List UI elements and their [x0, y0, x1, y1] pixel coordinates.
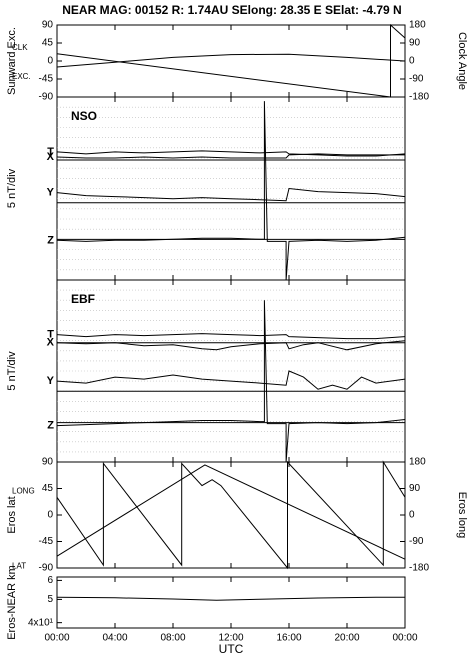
- y-axis-label: Eros lat: [6, 496, 18, 533]
- y2-tick-label: 90: [409, 38, 421, 49]
- series-line: [56, 333, 406, 340]
- series-label: X: [47, 151, 55, 163]
- y-tick-label: -90: [39, 563, 54, 574]
- y-axis-label: Sunward Exc.: [6, 27, 18, 95]
- series-label: Z: [47, 234, 54, 246]
- chart-title: NEAR MAG: 00152 R: 1.74AU SElong: 28.35 …: [62, 3, 401, 17]
- x-tick-label: 04:00: [102, 633, 127, 644]
- series-line: [56, 370, 406, 390]
- y-tick-label: 0: [47, 510, 53, 521]
- series-line: [56, 150, 406, 157]
- series-label: Z: [47, 420, 54, 432]
- x-axis-label: UTC: [219, 642, 244, 656]
- y2-tick-label: 0: [409, 56, 415, 67]
- y2-tick-label: 180: [409, 20, 426, 31]
- y-tick-label: -45: [39, 74, 54, 85]
- y-tick-label: 45: [42, 38, 54, 49]
- series-line: [56, 187, 406, 202]
- series-line: [56, 101, 406, 281]
- series-line: [56, 53, 406, 68]
- x-tick-label: 00:00: [392, 633, 417, 644]
- panel-title: NSO: [71, 109, 97, 123]
- y-tick-label: 5: [47, 594, 53, 605]
- y2-tick-label: -180: [409, 563, 429, 574]
- y2-tick-label: -90: [409, 536, 424, 547]
- x-tick-label: 20:00: [334, 633, 359, 644]
- y-tick-label: 45: [42, 483, 54, 494]
- panel-title: EBF: [71, 292, 95, 306]
- y2-tick-label: -180: [409, 92, 429, 103]
- series-line: [56, 23, 406, 98]
- y2-axis-label: Eros long: [456, 492, 468, 538]
- y-tick-label: -90: [39, 92, 54, 103]
- series-label: CLK: [12, 43, 28, 52]
- y-tick-label: 6: [47, 575, 53, 586]
- series-line: [56, 153, 405, 159]
- series-line: [56, 596, 405, 601]
- series-label: LAT: [12, 561, 26, 570]
- series-label: T: [47, 329, 54, 341]
- y-tick-label: 4x10¹: [28, 617, 54, 628]
- y2-tick-label: 0: [409, 510, 415, 521]
- series-label: Y: [47, 186, 55, 198]
- x-tick-label: 12:00: [218, 633, 243, 644]
- x-tick-label: 00:00: [44, 633, 69, 644]
- y-axis-label: 5 nT/div: [6, 351, 18, 391]
- y-tick-label: 0: [47, 56, 53, 67]
- series-line: [56, 460, 406, 570]
- y2-tick-label: -90: [409, 74, 424, 85]
- series-line: [56, 300, 406, 463]
- panel-frame: [56, 576, 406, 629]
- y2-axis-label: Clock Angle: [456, 32, 468, 90]
- x-tick-label: 16:00: [276, 633, 301, 644]
- series-label: LONG: [12, 486, 35, 495]
- y-axis-label: 5 nT/div: [6, 168, 18, 208]
- series-line: [56, 464, 406, 560]
- series-line: [56, 340, 406, 351]
- panel-frame: [56, 461, 406, 569]
- series-label: Y: [47, 375, 55, 387]
- y-axis-label: Eros-NEAR km: [6, 565, 18, 640]
- y2-tick-label: 90: [409, 483, 421, 494]
- y2-tick-label: 180: [409, 457, 426, 468]
- y-tick-label: 90: [42, 20, 54, 31]
- series-label: T: [47, 146, 54, 158]
- series-label: EXC.: [12, 72, 31, 81]
- y-tick-label: 90: [42, 457, 54, 468]
- y-tick-label: -45: [39, 536, 54, 547]
- x-tick-label: 08:00: [160, 633, 185, 644]
- series-label: X: [47, 337, 55, 349]
